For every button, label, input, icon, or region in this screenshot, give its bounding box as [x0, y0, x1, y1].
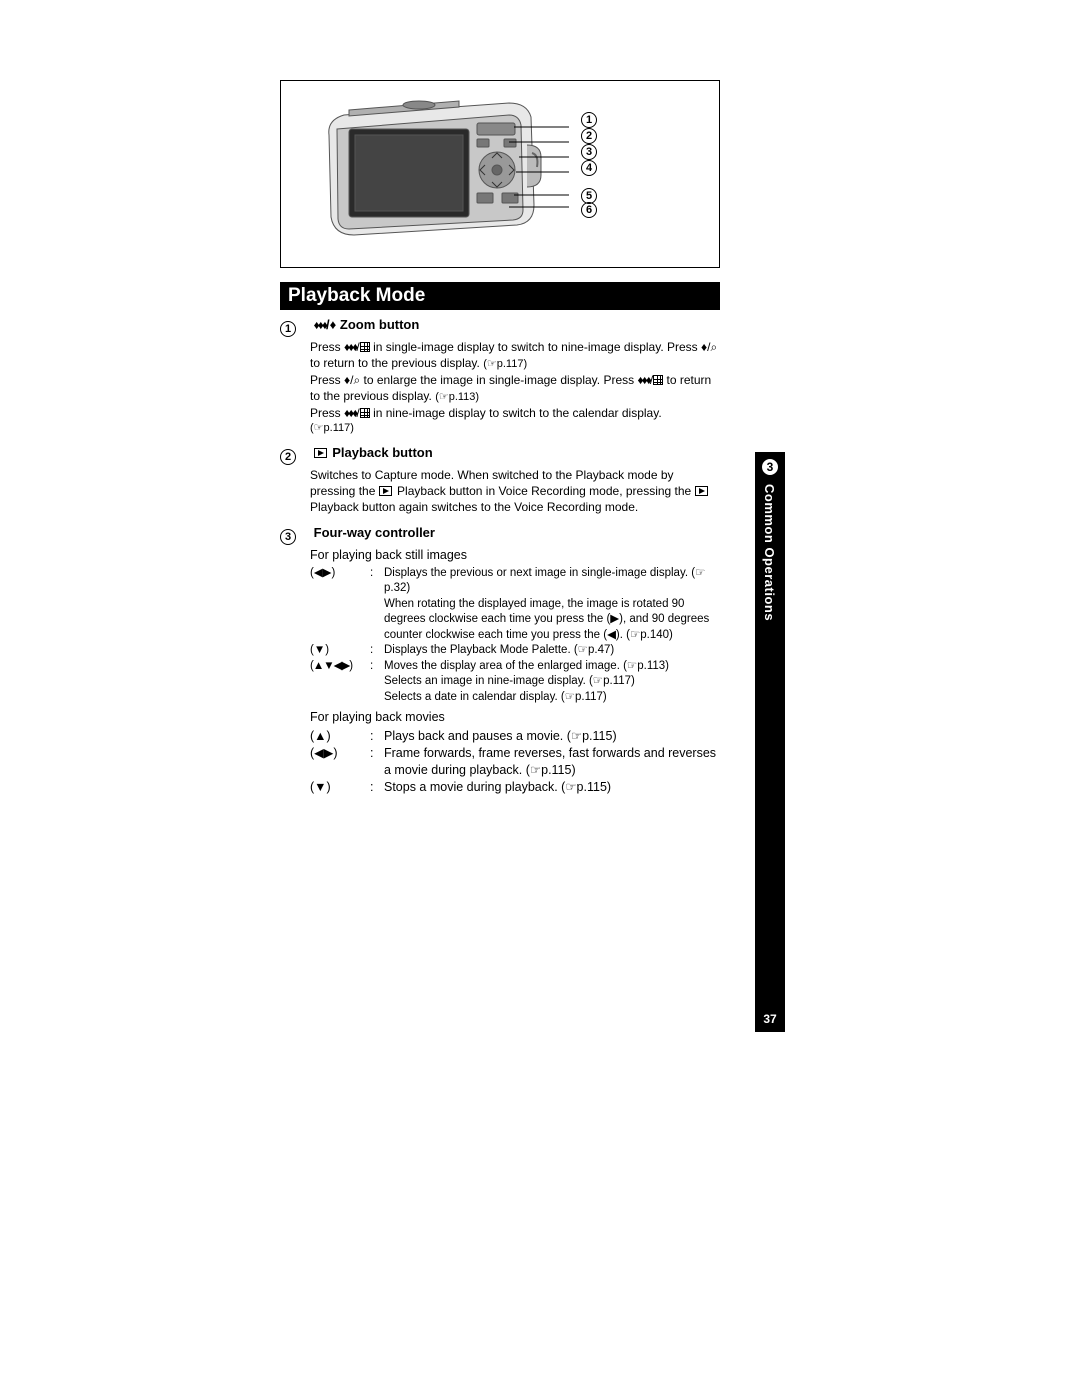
- side-tab: 3 Common Operations 37: [755, 452, 785, 1032]
- ctrl-row: (▼) : Stops a movie during playback. (☞p…: [310, 779, 720, 796]
- callout-1: 1: [581, 112, 597, 128]
- item-1-line-1: Press ♦♦♦/ in single-image display to sw…: [310, 339, 720, 372]
- camera-illustration: [309, 95, 569, 250]
- item-1-ref: (☞p.117): [310, 421, 720, 436]
- ctrl-row: (▼) : Displays the Playback Mode Palette…: [310, 643, 720, 659]
- item-1-line-3: Press ♦♦♦/ in nine-image display to swit…: [310, 405, 720, 421]
- camera-diagram: 1 2 3 4 5 6: [280, 80, 720, 268]
- ctrl-text: Displays the previous or next image in s…: [384, 566, 720, 644]
- ctrl-row: (◀▶) : Frame forwards, frame reverses, f…: [310, 745, 720, 779]
- chapter-label: Common Operations: [762, 484, 777, 621]
- section-title: Playback Mode: [280, 282, 720, 310]
- item-1-heading: 1 ♦♦♦/♦ Zoom button: [280, 316, 720, 337]
- item-zoom: 1 ♦♦♦/♦ Zoom button Press ♦♦♦/ in single…: [280, 316, 720, 436]
- chapter-number: 3: [761, 458, 779, 476]
- zoomout-icon: ♦♦♦: [314, 318, 326, 332]
- page-number: 37: [755, 1012, 785, 1026]
- item-2-body: Switches to Capture mode. When switched …: [310, 467, 720, 516]
- subheading-still: For playing back still images: [310, 547, 720, 564]
- callout-6: 6: [581, 202, 597, 218]
- callout-2: 2: [581, 128, 597, 144]
- ctrl-row: (◀▶) : Displays the previous or next ima…: [310, 566, 720, 644]
- manual-page: 3 Common Operations 37: [0, 0, 1080, 1397]
- diagram-callouts: 1 2 3 4 5 6: [581, 111, 597, 221]
- ctrl-text: Moves the display area of the enlarged i…: [384, 659, 720, 706]
- callout-3: 3: [581, 144, 597, 160]
- item-3-heading: 3 Four-way controller: [280, 524, 720, 545]
- callout-4: 4: [581, 160, 597, 176]
- item-1-body: Press ♦♦♦/ in single-image display to sw…: [310, 339, 720, 436]
- item-2-heading: 2 Playback button: [280, 444, 720, 465]
- ctrl-row: (▲) : Plays back and pauses a movie. (☞p…: [310, 728, 720, 745]
- content-column: 1 2 3 4 5 6 Playback Mode 1 ♦♦♦/♦ Zoom b…: [280, 80, 720, 796]
- item-1-line-2: Press ♦/⌕ to enlarge the image in single…: [310, 372, 720, 405]
- subheading-movies: For playing back movies: [310, 709, 720, 726]
- playback-icon: [314, 448, 327, 458]
- zoomin-icon: ♦: [330, 317, 337, 332]
- ctrl-row: (▲▼◀▶) : Moves the display area of the e…: [310, 659, 720, 706]
- item-fourway: 3 Four-way controller For playing back s…: [280, 524, 720, 796]
- item-playback: 2 Playback button Switches to Capture mo…: [280, 444, 720, 516]
